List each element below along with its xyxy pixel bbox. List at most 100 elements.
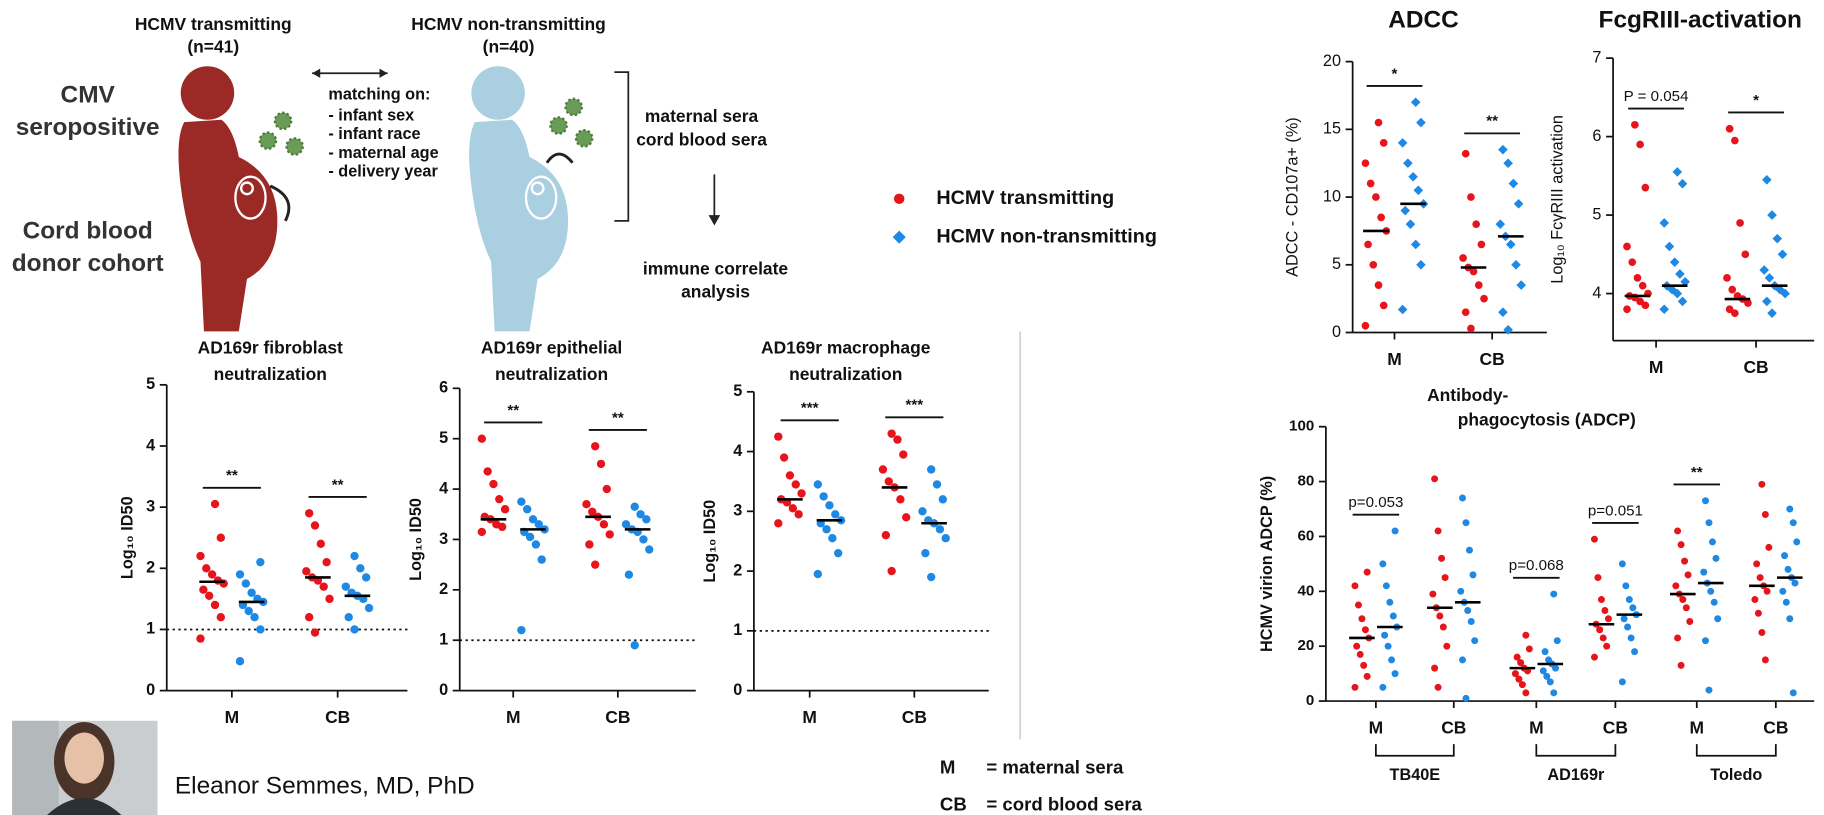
data-point	[236, 570, 244, 578]
analysis-label: analysis	[681, 282, 750, 302]
data-point	[789, 504, 797, 512]
data-point	[1591, 536, 1598, 543]
y-tick-label: 6	[1592, 127, 1601, 145]
significance-label: **	[507, 402, 519, 419]
data-point	[489, 480, 497, 488]
data-point	[1375, 119, 1383, 127]
data-point	[517, 626, 525, 634]
data-point	[202, 564, 210, 572]
data-point	[1406, 219, 1416, 229]
data-point	[196, 634, 204, 642]
x-tick-label: M	[1529, 718, 1544, 738]
y-tick-label: 3	[146, 497, 155, 515]
chart: AD169r epithelialneutralizationLog₁₀ ID5…	[407, 337, 696, 727]
data-point	[311, 628, 319, 636]
chart-title: neutralization	[789, 364, 902, 384]
x-tick-label: M	[1690, 718, 1705, 738]
y-tick-label: 15	[1323, 120, 1341, 138]
data-point	[1443, 643, 1450, 650]
y-tick-label: 3	[733, 502, 742, 520]
significance-label: **	[1691, 464, 1703, 481]
data-point	[1762, 175, 1772, 185]
data-point	[1626, 596, 1633, 603]
data-point	[250, 613, 258, 621]
data-point	[311, 521, 319, 529]
sample-label: maternal sera	[645, 106, 759, 126]
data-point	[350, 625, 358, 633]
significance-label: **	[332, 476, 344, 493]
y-tick-label: 5	[146, 375, 155, 393]
matching-item: - infant race	[328, 125, 420, 143]
data-point	[1686, 618, 1693, 625]
y-tick-label: 3	[439, 530, 448, 548]
data-point	[1723, 274, 1731, 282]
y-tick-label: 0	[1332, 323, 1341, 341]
data-point	[495, 495, 503, 503]
data-point	[1758, 481, 1765, 488]
x-tick-label: CB	[1743, 357, 1768, 377]
data-point	[1603, 643, 1610, 650]
data-point	[1779, 588, 1786, 595]
data-point	[1431, 475, 1438, 482]
legend-label: HCMV transmitting	[936, 187, 1114, 209]
data-point	[1628, 258, 1636, 266]
data-point	[631, 503, 639, 511]
y-tick-label: 6	[439, 379, 448, 397]
y-tick-label: 7	[1592, 48, 1601, 66]
data-point	[1675, 269, 1685, 279]
data-point	[1659, 218, 1669, 228]
data-point	[538, 555, 546, 563]
data-point	[1685, 571, 1692, 578]
data-point	[1790, 689, 1797, 696]
data-point	[1472, 220, 1480, 228]
data-point	[591, 560, 599, 568]
data-point	[1542, 648, 1549, 655]
data-point	[1712, 555, 1719, 562]
y-tick-label: 2	[146, 559, 155, 577]
x-tick-label: CB	[1603, 718, 1628, 738]
data-point	[1403, 158, 1413, 168]
chart-title: AD169r macrophage	[761, 337, 931, 357]
data-point	[532, 540, 540, 548]
data-point	[1765, 273, 1775, 283]
data-point	[1411, 97, 1421, 107]
y-tick-label: 0	[1306, 692, 1314, 709]
data-point	[305, 509, 313, 517]
data-point	[814, 480, 822, 488]
data-point	[217, 534, 225, 542]
data-point	[1753, 560, 1760, 567]
chart-title: AD169r epithelial	[481, 337, 622, 357]
y-tick-label: 60	[1297, 527, 1314, 544]
data-point	[631, 641, 639, 649]
data-point	[350, 552, 358, 560]
key-text: = maternal sera	[986, 756, 1124, 777]
data-point	[1435, 527, 1442, 534]
data-point	[879, 465, 887, 473]
data-point	[1765, 544, 1772, 551]
data-point	[1438, 555, 1445, 562]
data-point	[1392, 670, 1399, 677]
data-point	[217, 613, 225, 621]
data-point	[199, 586, 207, 594]
x-tick-label: M	[1369, 718, 1384, 738]
data-point	[1674, 527, 1681, 534]
data-point	[1755, 610, 1762, 617]
data-point	[639, 535, 647, 543]
data-point	[1714, 615, 1721, 622]
data-point	[1554, 637, 1561, 644]
data-point	[792, 480, 800, 488]
data-point	[478, 528, 486, 536]
data-point	[1762, 656, 1769, 663]
data-point	[1353, 643, 1360, 650]
data-point	[625, 571, 633, 579]
data-point	[1631, 121, 1639, 129]
data-point	[1362, 626, 1369, 633]
data-point	[1372, 193, 1380, 201]
data-point	[1462, 150, 1470, 158]
data-point	[256, 625, 264, 633]
data-point	[1683, 604, 1690, 611]
significance-label: P = 0.054	[1624, 88, 1689, 105]
data-point	[1498, 307, 1508, 317]
data-point	[1641, 184, 1649, 192]
data-point	[828, 534, 836, 542]
